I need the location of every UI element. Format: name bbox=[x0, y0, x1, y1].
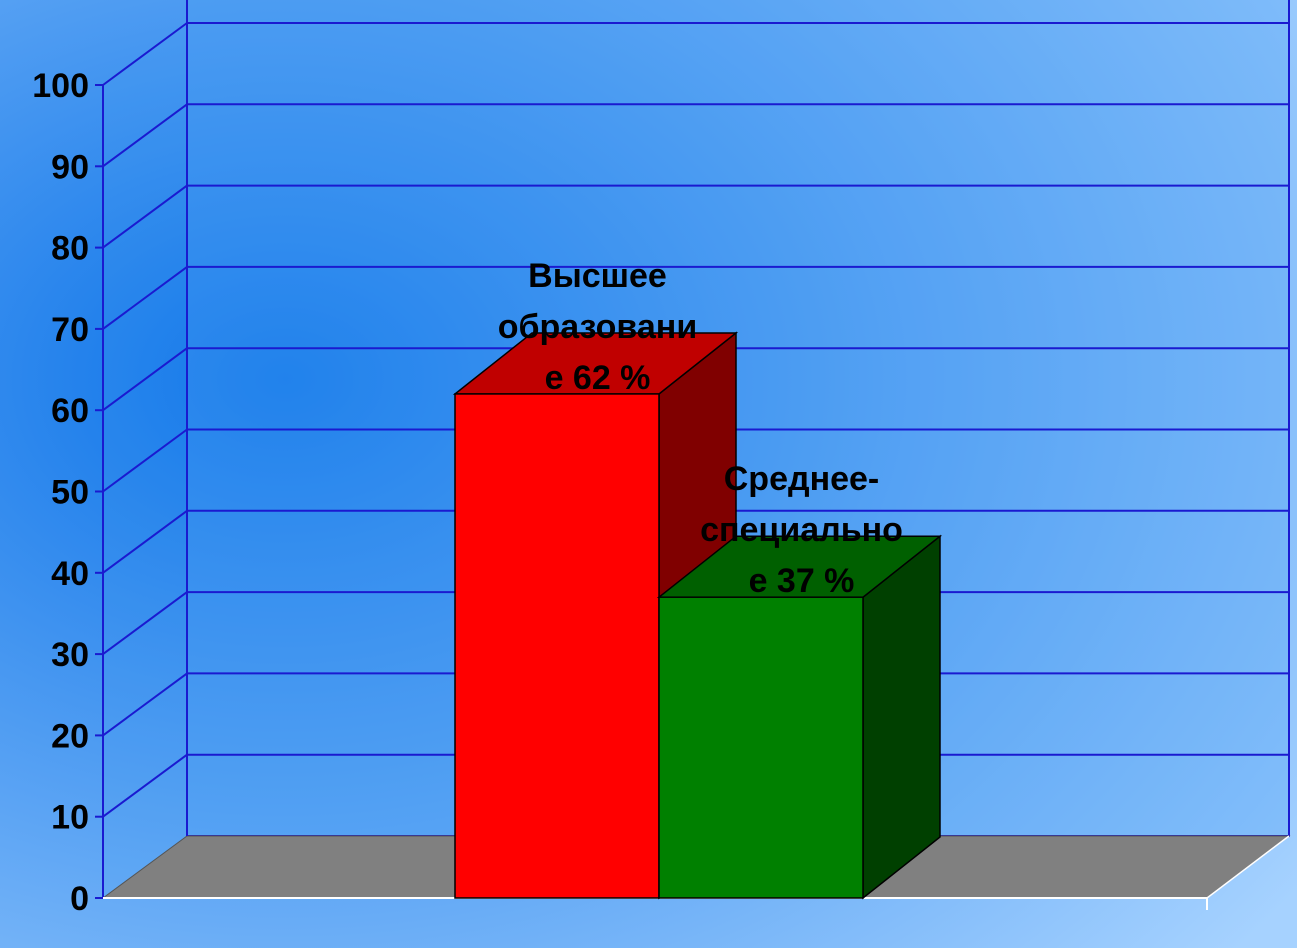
y-tick-label-40: 40 bbox=[51, 555, 89, 593]
gridline-diagonal-30 bbox=[102, 591, 188, 655]
y-tick-label-60: 60 bbox=[51, 392, 89, 430]
bar-front-1 bbox=[454, 393, 660, 899]
y-tick-label-0: 0 bbox=[70, 880, 89, 918]
floor-edge-right bbox=[1206, 835, 1290, 899]
y-tick-label-30: 30 bbox=[51, 636, 89, 674]
gridline-diagonal-90 bbox=[102, 103, 188, 168]
gridline-diagonal-60 bbox=[102, 347, 188, 412]
data-label-2-line-1: Среднее- bbox=[724, 460, 880, 498]
data-label-1-line-2: образовани bbox=[498, 308, 697, 346]
y-tick-label-80: 80 bbox=[51, 230, 89, 268]
y-tick-label-100: 100 bbox=[32, 67, 89, 105]
bar-front-2 bbox=[658, 596, 864, 899]
y-tick-label-50: 50 bbox=[51, 474, 89, 512]
gridline-diagonal-20 bbox=[102, 672, 188, 737]
gridline-diagonal-50 bbox=[102, 428, 188, 493]
y-tick-label-90: 90 bbox=[51, 148, 89, 186]
data-label-2-line-2: специально bbox=[700, 511, 903, 549]
data-label-1-line-1: Высшее bbox=[528, 257, 667, 295]
bar-side-2 bbox=[862, 534, 941, 900]
data-label-2-line-3: е 37 % bbox=[749, 562, 855, 600]
y-tick-label-20: 20 bbox=[51, 717, 89, 755]
y-tick-label-70: 70 bbox=[51, 311, 89, 349]
gridline-diagonal-40 bbox=[102, 509, 188, 574]
data-label-1-line-3: е 62 % bbox=[545, 359, 651, 397]
gridline-diagonal-80 bbox=[102, 184, 188, 249]
gridline-diagonal-70 bbox=[102, 266, 188, 330]
bar-2 bbox=[656, 534, 943, 900]
gridline-diagonal-100 bbox=[102, 22, 188, 86]
gridline-diagonal-10 bbox=[102, 753, 188, 818]
y-tick-label-10: 10 bbox=[51, 799, 89, 837]
